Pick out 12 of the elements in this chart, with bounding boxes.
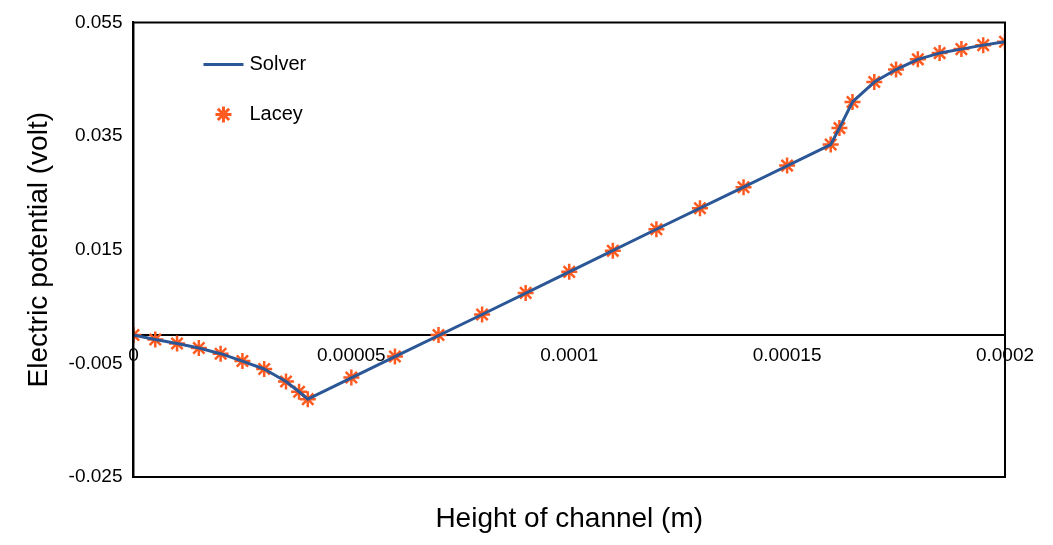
x-axis-title: Height of channel (m) <box>435 501 704 533</box>
legend-label: Solver <box>249 51 307 74</box>
y-tick-label: 0.015 <box>74 237 123 259</box>
x-tick-label: 0.00015 <box>752 343 822 365</box>
y-axis-title: Electric potential (volt) <box>21 111 53 388</box>
y-tick-label: -0.025 <box>68 465 123 487</box>
x-tick-label: 0.0001 <box>540 343 599 365</box>
x-tick-label: 0.00005 <box>317 343 386 365</box>
y-tick-label: -0.005 <box>68 351 123 373</box>
y-tick-label: 0.035 <box>74 124 123 146</box>
legend-label: Lacey <box>249 101 303 124</box>
y-tick-label: 0.055 <box>74 10 123 32</box>
